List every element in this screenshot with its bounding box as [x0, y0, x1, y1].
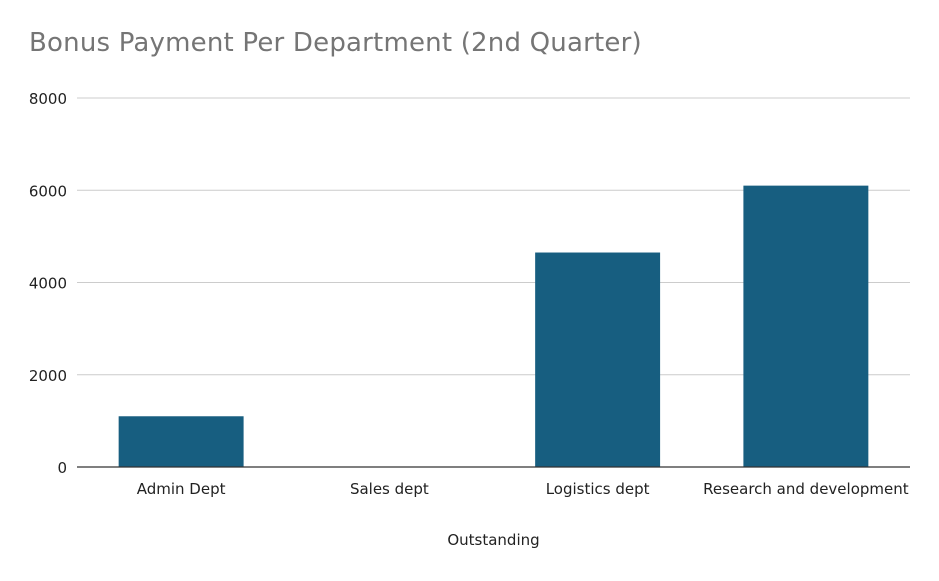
y-tick-label: 6000: [29, 182, 67, 200]
y-tick-label: 8000: [29, 90, 67, 108]
x-tick-label: Admin Dept: [137, 480, 226, 498]
y-tick-label: 2000: [29, 367, 67, 385]
y-tick-label: 4000: [29, 275, 67, 293]
bar: [118, 416, 244, 467]
bar: [535, 252, 661, 467]
x-tick-label: Research and development: [703, 480, 909, 498]
chart-title: Bonus Payment Per Department (2nd Quarte…: [29, 28, 642, 58]
x-axis-ticks: Admin Dept Sales dept Logistics dept Resear…: [137, 480, 909, 498]
x-tick-label: Logistics dept: [546, 480, 650, 498]
x-tick-label: Sales dept: [350, 480, 429, 498]
y-tick-label: 0: [57, 459, 67, 477]
x-axis-title: Outstanding: [447, 531, 539, 549]
y-axis-ticks: 0 2000 4000 6000 8000: [29, 90, 67, 477]
bar: [743, 185, 869, 467]
bars: [118, 185, 869, 467]
